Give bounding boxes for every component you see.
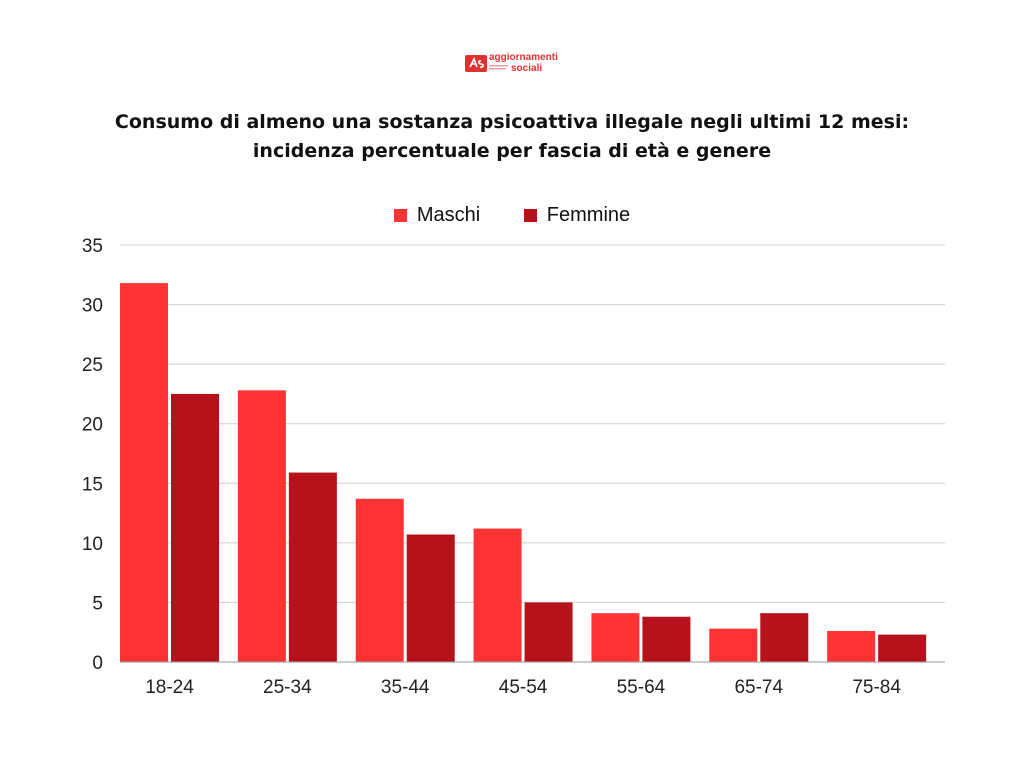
bar-maschi-25-34 <box>237 390 286 662</box>
bar-femmine-75-84 <box>878 634 927 662</box>
y-tick-label-15: 15 <box>82 474 103 495</box>
bar-femmine-35-44 <box>406 534 455 662</box>
y-tick-label-20: 20 <box>82 415 103 436</box>
chart-title: Consumo di almeno una sostanza psicoatti… <box>0 108 1024 166</box>
bar-femmine-25-34 <box>288 472 337 662</box>
chart-title-line-1: Consumo di almeno una sostanza psicoatti… <box>114 111 910 133</box>
logo-line-2: sociali <box>511 63 543 74</box>
logo-line-1: aggiornamenti <box>489 52 558 63</box>
y-tick-label-30: 30 <box>82 296 103 317</box>
legend-item-femmine: Femmine <box>523 202 631 228</box>
bar-maschi-18-24 <box>120 283 168 662</box>
logo-mark-icon <box>465 55 487 72</box>
bar-femmine-55-64 <box>642 616 691 662</box>
x-tick-label-35-44: 35-44 <box>381 677 430 698</box>
legend-item-maschi: Maschi <box>393 202 481 228</box>
legend-label-maschi: Maschi <box>416 204 481 226</box>
x-tick-label-18-24: 18-24 <box>145 677 194 698</box>
y-tick-label-5: 5 <box>92 593 103 614</box>
bar-maschi-75-84 <box>827 631 876 662</box>
chart-title-line-2: incidenza percentuale per fascia di età … <box>252 140 772 162</box>
legend-swatch-femmine <box>523 208 537 222</box>
publisher-logo: aggiornamenti sociali <box>465 52 565 76</box>
bar-maschi-45-54 <box>473 528 522 662</box>
bar-maschi-55-64 <box>591 613 640 662</box>
bar-maschi-35-44 <box>355 498 404 662</box>
legend-swatch-maschi <box>393 208 407 222</box>
y-tick-label-35: 35 <box>82 236 103 257</box>
bar-femmine-45-54 <box>524 602 573 662</box>
bar-femmine-18-24 <box>171 393 219 662</box>
legend-label-femmine: Femmine <box>546 204 631 226</box>
bar-maschi-65-74 <box>709 628 758 662</box>
y-tick-label-0: 0 <box>92 653 103 674</box>
x-tick-label-75-84: 75-84 <box>852 677 901 698</box>
bar-femmine-65-74 <box>760 613 809 662</box>
x-tick-label-55-64: 55-64 <box>617 677 666 698</box>
x-tick-label-25-34: 25-34 <box>263 677 312 698</box>
y-tick-label-10: 10 <box>82 534 103 555</box>
x-tick-label-65-74: 65-74 <box>734 677 783 698</box>
x-tick-label-45-54: 45-54 <box>499 677 548 698</box>
chart-legend: Maschi Femmine <box>0 202 1024 229</box>
y-tick-label-25: 25 <box>82 355 103 376</box>
logo-small-print <box>489 65 508 70</box>
